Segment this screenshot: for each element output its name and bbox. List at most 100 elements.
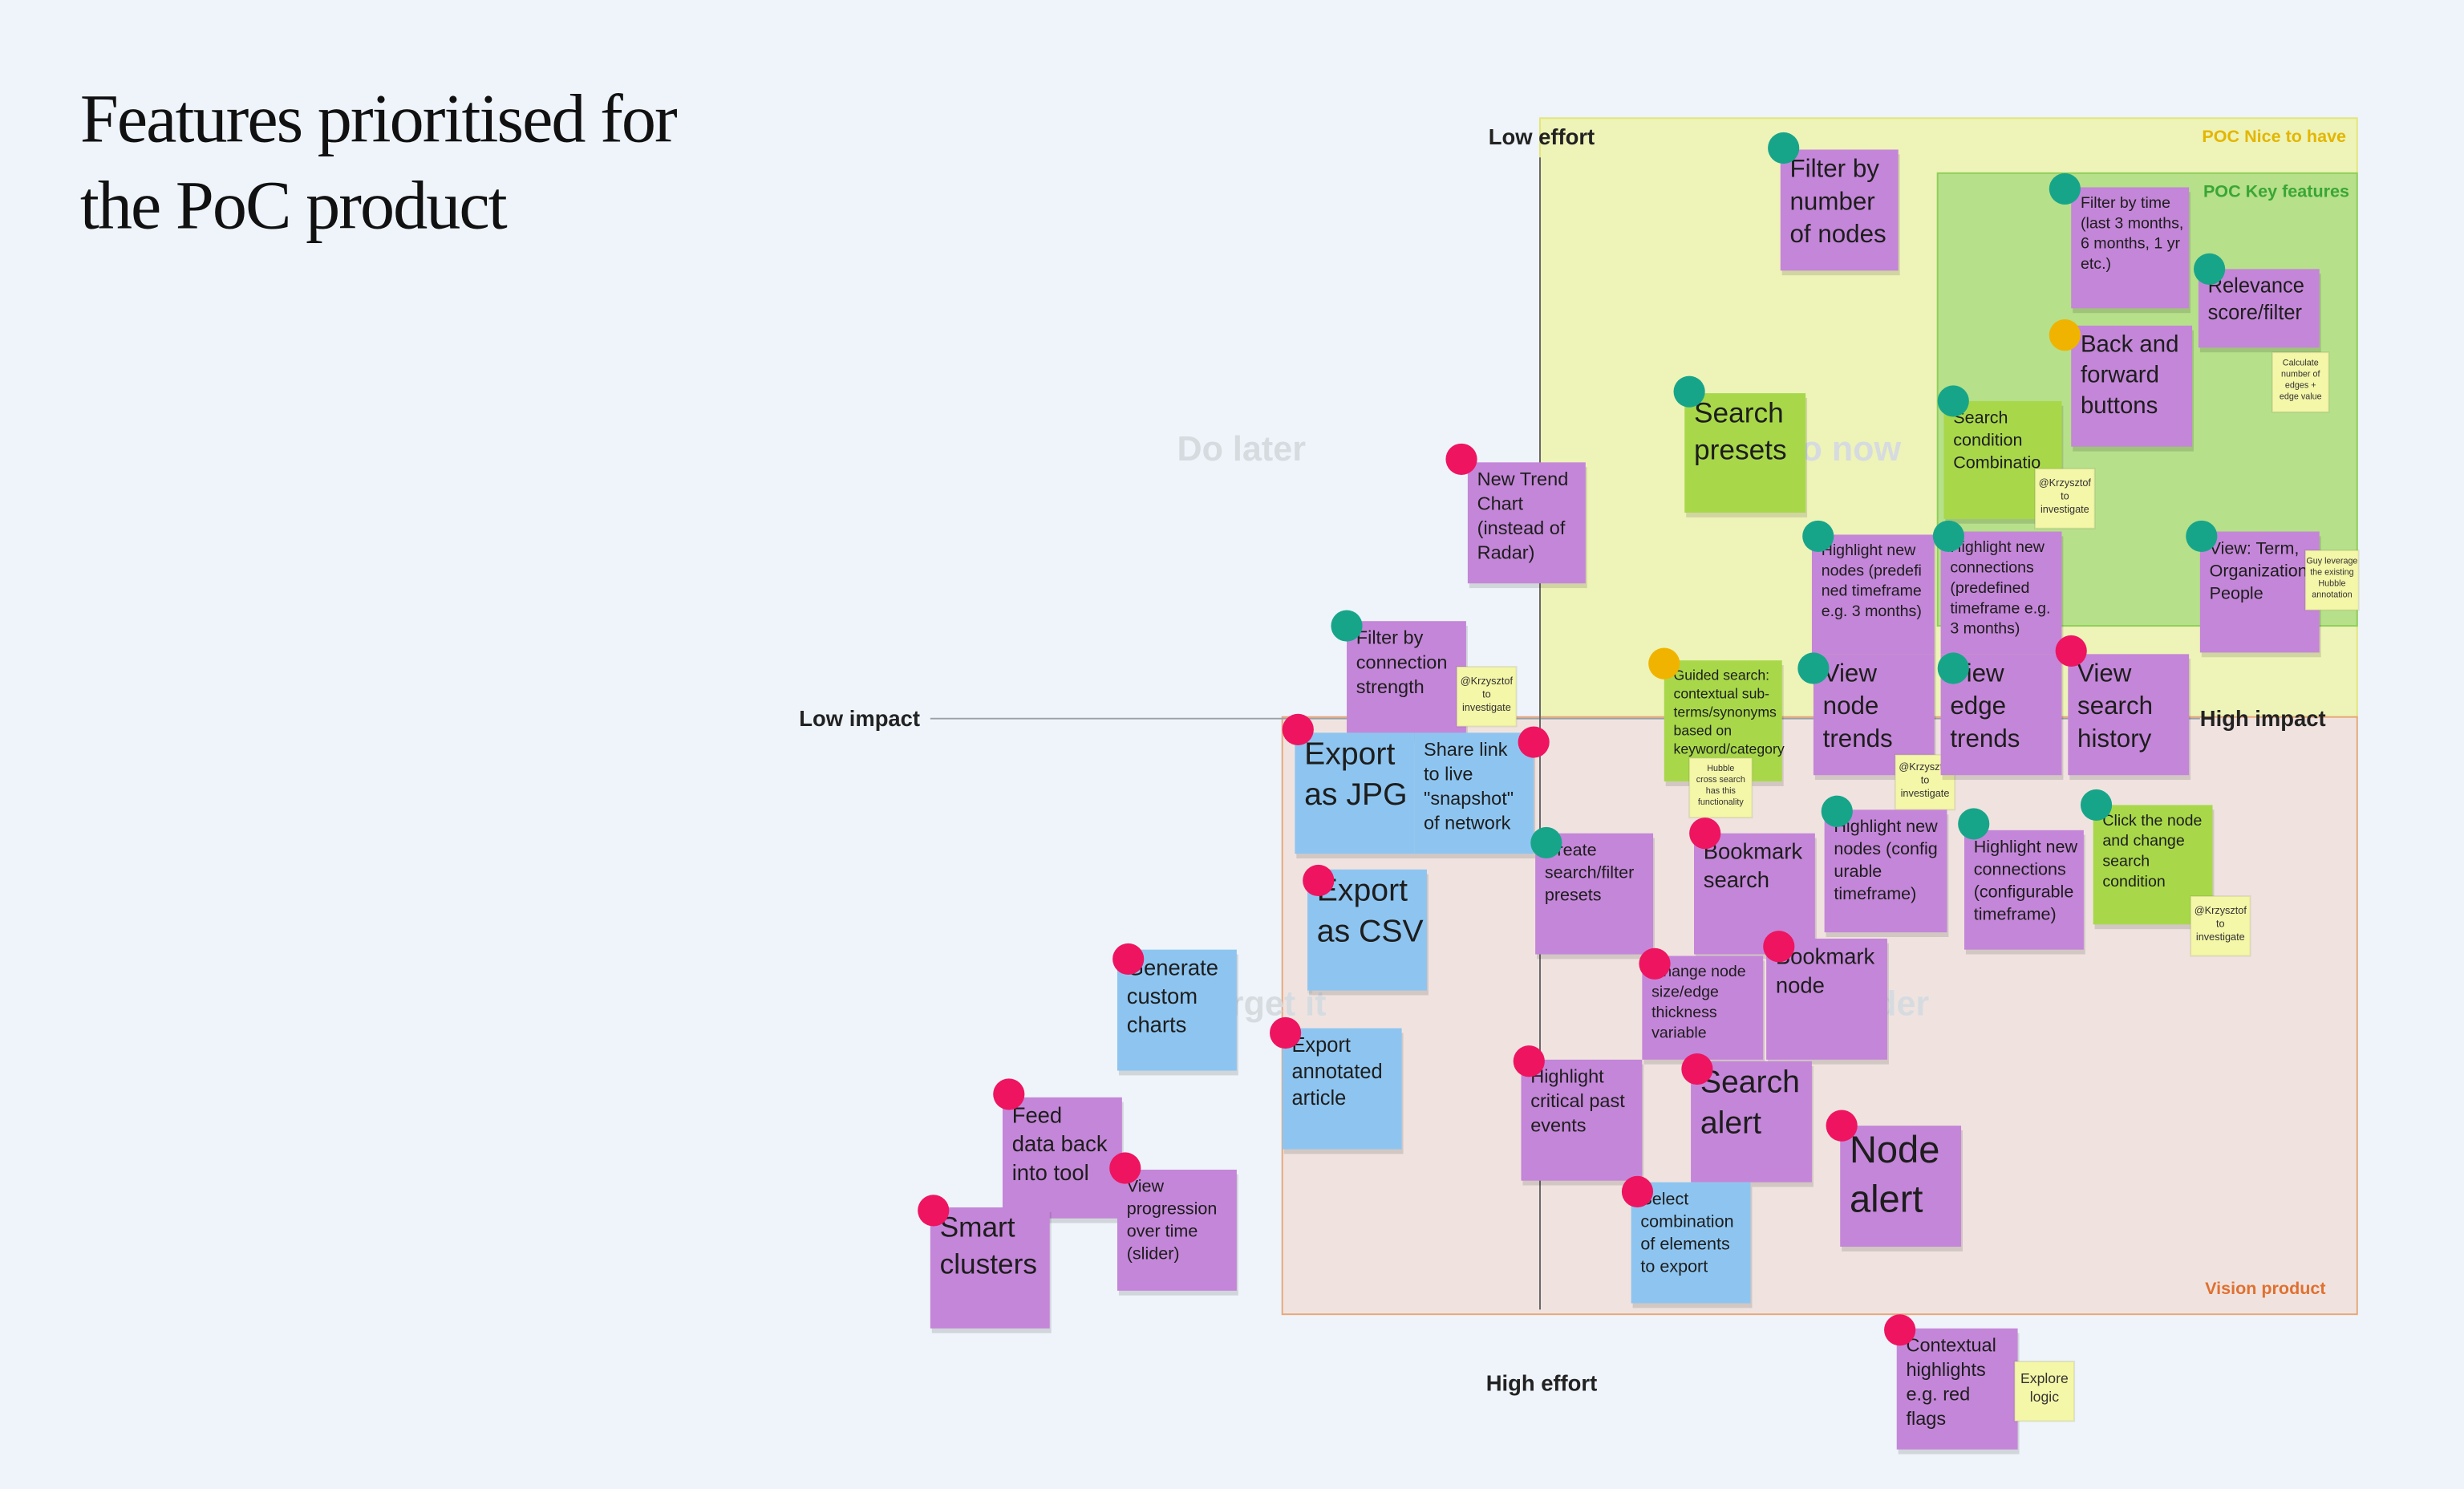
vote-dot (1884, 1314, 1916, 1346)
sticky-note (1347, 621, 1466, 740)
sticky-text: annotated (1291, 1061, 1382, 1083)
vote-dot (1826, 1110, 1858, 1142)
sticky-text: terms/synonyms (1674, 704, 1777, 720)
sticky-text: flags (1906, 1408, 1946, 1429)
vote-dot (1639, 947, 1671, 980)
sticky: Feed data back into tool (993, 1078, 1124, 1223)
sticky: Filter by time (last 3 months, 6 months, 1… (2049, 172, 2191, 314)
comment-text: @Krzysztof (2194, 904, 2247, 916)
comment-text: investigate (2040, 503, 2089, 515)
sticky: Highlight critical past events (1513, 1045, 1644, 1186)
sticky-text: connections (1974, 859, 2066, 879)
comment-text: functionality (1698, 797, 1744, 807)
sticky-text: etc.) (2081, 255, 2111, 273)
sticky-text: People (2210, 582, 2263, 602)
sticky-text: nodes (predefi (1822, 562, 1922, 579)
sticky-note (1631, 1182, 1751, 1304)
sticky-text: custom (1127, 984, 1198, 1008)
comment-text: number of (2281, 370, 2320, 379)
sticky-note (1940, 531, 2062, 655)
sticky-text: search (1704, 867, 1769, 892)
sticky-note (1780, 149, 1899, 271)
comment-text: investigate (1901, 787, 1950, 799)
sticky-text: Back and (2081, 331, 2178, 357)
vote-dot (2186, 520, 2218, 552)
axis-label: High effort (1486, 1371, 1598, 1396)
comment-text: Hubble (2318, 578, 2345, 588)
sticky-text: Change node (1651, 963, 1746, 980)
comment-text: @Krzysztof (2039, 477, 2092, 489)
sticky-text: (configurable (1974, 882, 2074, 902)
sticky-text: (last 3 months, (2081, 214, 2183, 232)
comment-note (2013, 1361, 2076, 1422)
sticky-text: article (1291, 1087, 1346, 1110)
sticky-text: Export (1291, 1034, 1351, 1057)
sticky: Filter by connection strength @Krzysztoftoi… (1331, 610, 1518, 744)
sticky-text: Highlight new (1950, 538, 2045, 556)
sticky-note (1824, 809, 1947, 933)
sticky-text: presets (1545, 884, 1602, 904)
vote-dot (2194, 253, 2226, 285)
vote-dot (2055, 635, 2087, 667)
comment-text: the existing (2310, 567, 2353, 577)
comment-note (2034, 468, 2096, 529)
sticky-text: alert (1850, 1177, 1923, 1219)
vote-dot (1932, 520, 1964, 552)
comment-note (2304, 550, 2360, 611)
sticky: Filter by number of nodes (1768, 132, 1900, 276)
sticky: Share link to live "snapshot" of network (1414, 726, 1550, 859)
sticky-text: into tool (1012, 1160, 1089, 1185)
sticky-text: View (1823, 659, 1878, 688)
sticky-note (930, 1207, 1050, 1329)
axis-label: Low impact (799, 706, 920, 731)
sticky-text: combination (1640, 1211, 1733, 1231)
sticky-text: strength (1356, 676, 1424, 697)
vote-dot (1303, 864, 1335, 897)
comment-text: @Krzysztof (1461, 675, 1514, 687)
vote-dot (918, 1195, 950, 1227)
sticky-text: history (2077, 724, 2152, 753)
sticky-text: to export (1640, 1256, 1708, 1276)
sticky-note (2198, 269, 2320, 348)
sticky-text: forward (2081, 362, 2159, 388)
sticky: Export as JPG (1282, 713, 1416, 859)
vote-dot (1689, 818, 1721, 850)
comment-note (2190, 895, 2251, 957)
sticky-text: size/edge (1651, 983, 1719, 1000)
sticky-note (1467, 462, 1586, 584)
sticky-text: Highlight new (1834, 816, 1938, 836)
comment-text: Calculate (2283, 359, 2319, 368)
vote-dot (2080, 789, 2113, 822)
sticky-text: as CSV (1317, 915, 1424, 949)
sticky-text: trends (1823, 724, 1893, 753)
sticky-text: Radar) (1477, 542, 1535, 563)
sticky-text: timeframe) (1834, 883, 1916, 903)
vote-dot (1937, 385, 1969, 417)
sticky-text: search/filter (1545, 862, 1634, 882)
vote-dot (1112, 943, 1145, 976)
sticky-text: highlights (1906, 1359, 1985, 1380)
sticky: Click the node and change search condition @… (2080, 789, 2251, 957)
sticky-text: Search (1700, 1065, 1800, 1100)
comment-text: annotation (2312, 590, 2352, 599)
sticky-text: keyword/category (1674, 740, 1785, 757)
sticky: Highlight new connections (predefined timef… (1932, 520, 2064, 659)
sticky-note (1694, 833, 1815, 955)
sticky-text: to live (1424, 763, 1473, 784)
sticky-text: score/filter (2208, 302, 2303, 324)
sticky-note (2071, 187, 2190, 309)
sticky-note (1964, 830, 2084, 950)
sticky: Bookmark search (1689, 818, 1817, 960)
comment-text: has this (1706, 786, 1736, 796)
sticky-text: of nodes (1790, 220, 1886, 248)
sticky-note (1282, 1028, 1402, 1150)
sticky: Change node size/edge thickness variable (1639, 947, 1765, 1065)
sticky-text: Filter by (1790, 155, 1880, 183)
sticky: Node alert (1826, 1110, 1964, 1252)
sticky: New Trend Chart (instead of Radar) (1445, 443, 1587, 589)
sticky-text: based on (1674, 723, 1732, 739)
sticky-text: Export (1304, 736, 1395, 771)
